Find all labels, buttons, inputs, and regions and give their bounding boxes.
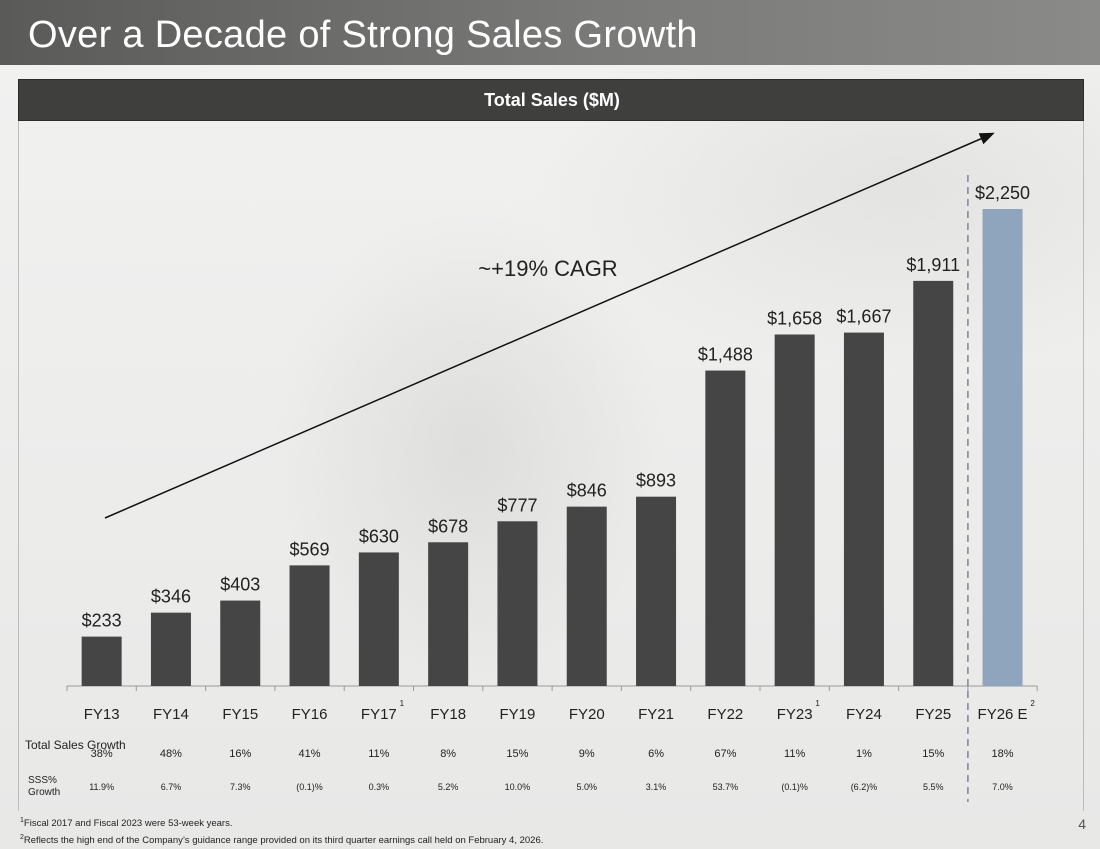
x-tick-label: FY25 [915,706,951,723]
data-label: $2,250 [975,183,1030,203]
x-tick-label: FY24 [846,706,882,723]
data-label: $893 [636,471,676,491]
page-number: 4 [1078,816,1086,832]
category-footnote-mark: 1 [815,699,820,708]
sales-growth-value: 9% [579,748,595,760]
sales-growth-value: 15% [506,748,528,760]
sss-growth-value: 6.7% [161,782,182,792]
sales-growth-value: 41% [299,748,321,760]
footnotes: 1Fiscal 2017 and Fiscal 2023 were 53-wee… [20,814,543,848]
footnote-2: 2Reflects the high end of the Company’s … [20,831,543,848]
slide-title: Over a Decade of Strong Sales Growth [28,14,698,56]
chart-frame [18,121,1084,811]
x-tick-label: FY16 [292,706,328,723]
x-tick-label: FY18 [430,706,466,723]
data-label: $777 [497,495,537,515]
x-tick-label: FY21 [638,706,674,723]
sales-growth-value: 16% [229,748,251,760]
x-tick-label: FY17 [361,706,397,723]
data-label: $630 [359,526,399,546]
slide-header: Over a Decade of Strong Sales Growth [0,0,1100,65]
data-label: $346 [151,587,191,607]
sales-growth-value: 15% [922,748,944,760]
bar [428,542,469,686]
sss-growth-value: (0.1)% [781,782,808,792]
x-tick-label: FY22 [707,706,743,723]
data-label: $678 [428,516,468,536]
sales-growth-value: 8% [440,748,456,760]
data-label: $1,488 [698,345,753,365]
x-tick-label: FY15 [222,706,258,723]
x-tick-label: FY23 [777,706,813,723]
chart-title-bar: Total Sales ($M) [18,79,1084,121]
sss-growth-value: (6.2)% [851,782,878,792]
footnote-1-mark: 1 [20,817,24,824]
sss-growth-value: 53.7% [713,782,739,792]
x-tick-label: FY20 [569,706,605,723]
total-sales-growth-label: Total Sales Growth [25,738,126,752]
footnote-1-text: Fiscal 2017 and Fiscal 2023 were 53-week… [23,818,233,830]
sales-growth-value: 6% [648,748,664,760]
sss-growth-value: 5.2% [438,782,459,792]
sss-growth-value: 5.0% [576,782,597,792]
bar-estimate [982,209,1023,686]
sss-growth-value: 3.1% [646,782,667,792]
sss-growth-value: 11.9% [89,782,114,792]
sss-growth-label: SSS% Growth [28,775,61,798]
data-label: $1,667 [836,307,891,327]
data-label: $569 [290,539,330,559]
bar [843,332,884,686]
sss-growth-value: 0.3% [369,782,390,792]
data-label: $1,911 [906,255,960,275]
bar [81,636,122,686]
category-footnote-mark: 2 [1030,699,1035,708]
bar [566,506,607,686]
sales-growth-value: 1% [856,748,872,760]
bar [150,612,191,686]
cagr-arrow [104,132,995,519]
bar [705,370,746,686]
category-footnote-mark: 1 [400,699,405,708]
sss-growth-value: (0.1)% [296,782,323,792]
x-tick-label: FY26 E [978,706,1028,723]
data-label: $1,658 [767,309,822,329]
cagr-annotation: ~+19% CAGR [478,256,617,281]
data-label: $233 [82,611,122,631]
sss-growth-value: 7.3% [230,782,251,792]
bar [289,565,330,686]
x-tick-label: FY14 [153,706,189,723]
bar [636,496,677,686]
bar [220,600,261,686]
sales-growth-value: 11% [784,748,805,760]
sales-growth-value: 18% [992,748,1014,760]
sss-growth-value: 5.5% [923,782,944,792]
x-tick-label: FY13 [84,706,120,723]
footnote-2-text: Reflects the high end of the Company’s g… [23,835,544,847]
footnote-1: 1Fiscal 2017 and Fiscal 2023 were 53-wee… [20,814,543,831]
sss-growth-value: 7.0% [992,782,1013,792]
bar [913,280,954,686]
chart-title: Total Sales ($M) [484,90,620,110]
x-tick-label: FY19 [500,706,536,723]
sales-growth-value: 67% [714,748,736,760]
data-label: $846 [567,481,607,501]
sales-growth-value: 38% [91,748,113,760]
bar [358,552,399,686]
sales-growth-value: 11% [368,748,389,760]
bar [774,334,815,686]
footnote-2-mark: 2 [20,834,24,842]
sss-growth-value: 10.0% [505,782,531,792]
bar [497,521,538,686]
sales-growth-value: 48% [160,748,182,760]
data-label: $403 [220,575,260,595]
